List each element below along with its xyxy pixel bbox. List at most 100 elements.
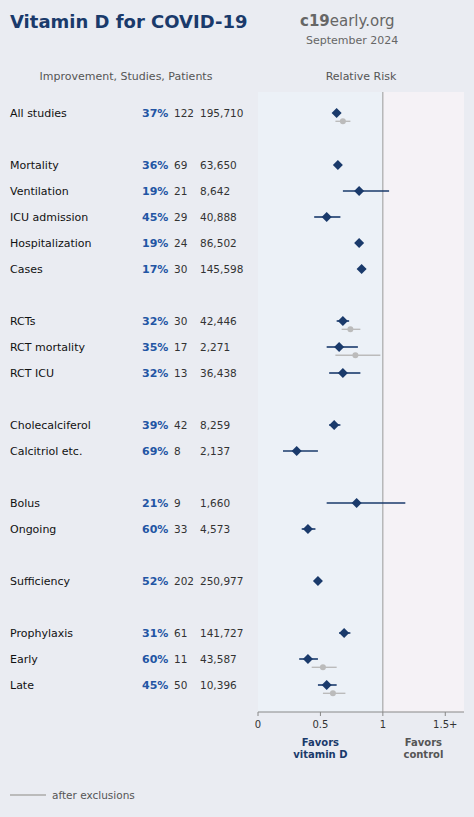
row-label: RCT mortality: [10, 341, 85, 354]
x-tick-label: 1.5+: [433, 719, 457, 730]
estimate-diamond: [313, 576, 323, 586]
ci-line: [343, 190, 389, 192]
studies: 24: [174, 237, 188, 249]
patients: 195,710: [200, 107, 243, 119]
x-axis: [258, 712, 464, 713]
patients: 8,259: [200, 419, 230, 431]
studies: 9: [174, 497, 181, 509]
background: [0, 0, 474, 817]
patients: 8,642: [200, 185, 230, 197]
improvement: 17%: [142, 263, 168, 276]
row-label: Early: [10, 653, 38, 666]
patients: 2,271: [200, 341, 230, 353]
row-label: ICU admission: [10, 211, 88, 224]
patients: 4,573: [200, 523, 230, 535]
improvement: 32%: [142, 315, 168, 328]
studies: 202: [174, 575, 194, 587]
patients: 141,727: [200, 627, 243, 639]
region-favors-right: [383, 92, 464, 712]
improvement: 60%: [142, 653, 168, 666]
improvement: 19%: [142, 237, 168, 250]
annotation-line: vitamin D: [293, 749, 347, 760]
studies: 21: [174, 185, 187, 197]
patients: 145,598: [200, 263, 243, 275]
improvement: 36%: [142, 159, 168, 172]
studies: 30: [174, 315, 187, 327]
estimate-diamond: [354, 186, 364, 196]
exclusion-point: [347, 326, 353, 332]
patients: 42,446: [200, 315, 237, 327]
patients: 250,977: [200, 575, 243, 587]
estimate-diamond: [329, 420, 339, 430]
x-tick: [258, 712, 259, 716]
patients: 43,587: [200, 653, 237, 665]
studies: 69: [174, 159, 187, 171]
row-label: Mortality: [10, 159, 59, 172]
row-label: All studies: [10, 107, 67, 120]
x-tick-label: 0.5: [312, 719, 328, 730]
row-label: Late: [10, 679, 34, 692]
studies: 122: [174, 107, 194, 119]
patients: 86,502: [200, 237, 237, 249]
studies: 17: [174, 341, 187, 353]
estimate-diamond: [322, 680, 332, 690]
studies: 61: [174, 627, 187, 639]
row-label: Cholecalciferol: [10, 419, 91, 432]
annotation: Favorscontrol: [403, 737, 443, 760]
chart: Vitamin D for COVID-19c19early.orgSeptem…: [0, 0, 474, 817]
estimate-diamond: [338, 368, 348, 378]
region-favors-left: [258, 92, 383, 712]
estimate-diamond: [303, 654, 313, 664]
estimate-diamond: [292, 446, 302, 456]
improvement: 45%: [142, 679, 168, 692]
patients: 1,660: [200, 497, 230, 509]
estimate-diamond: [322, 212, 332, 222]
exclusion-point: [330, 690, 336, 696]
annotation: Favorsvitamin D: [293, 737, 347, 760]
studies: 8: [174, 445, 181, 457]
row-label: Ventilation: [10, 185, 69, 198]
row-label: Cases: [10, 263, 43, 276]
patients: 40,888: [200, 211, 237, 223]
subtitle: September 2024: [306, 34, 398, 47]
annotation-line: Favors: [405, 737, 442, 748]
exclusion-point: [340, 118, 346, 124]
improvement: 39%: [142, 419, 168, 432]
x-tick: [445, 712, 446, 716]
improvement: 35%: [142, 341, 168, 354]
estimate-diamond: [333, 160, 343, 170]
brand-bold: c19: [300, 12, 330, 30]
improvement: 69%: [142, 445, 168, 458]
estimate-diamond: [332, 108, 342, 118]
legend-swatch: [10, 794, 46, 796]
exclusion-point: [352, 352, 358, 358]
annotation-line: control: [403, 749, 443, 760]
studies: 30: [174, 263, 187, 275]
annotation-line: Favors: [302, 737, 339, 748]
marks: [283, 108, 405, 696]
improvement: 31%: [142, 627, 168, 640]
improvement: 32%: [142, 367, 168, 380]
reference-line: [382, 92, 383, 712]
patients: 2,137: [200, 445, 230, 457]
studies: 50: [174, 679, 187, 691]
legend-label: after exclusions: [52, 789, 135, 801]
estimate-diamond: [354, 238, 364, 248]
estimate-diamond: [339, 628, 349, 638]
estimate-diamond: [338, 316, 348, 326]
row-label: Ongoing: [10, 523, 56, 536]
axis-label: Relative Risk: [326, 70, 397, 83]
exclusion-point: [320, 664, 326, 670]
row-label: Bolus: [10, 497, 40, 510]
estimate-diamond: [303, 524, 313, 534]
row-label: Prophylaxis: [10, 627, 73, 640]
estimate-diamond: [357, 264, 367, 274]
brand: c19early.org: [300, 12, 395, 30]
improvement: 19%: [142, 185, 168, 198]
x-tick-label: 0: [255, 719, 261, 730]
studies: 29: [174, 211, 187, 223]
x-tick: [320, 712, 321, 716]
improvement: 45%: [142, 211, 168, 224]
improvement: 21%: [142, 497, 168, 510]
studies: 11: [174, 653, 187, 665]
